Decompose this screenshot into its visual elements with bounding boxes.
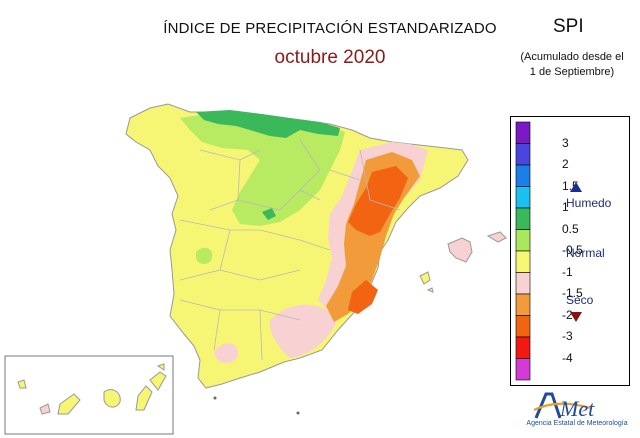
aemet-logo-caption: Agencia Estatal de Meteorología xyxy=(526,420,628,427)
mallorca-island xyxy=(447,237,473,263)
svg-text:Met: Met xyxy=(559,396,595,421)
menorca-island xyxy=(486,231,507,243)
accumulation-line-2: 1 de Septiembre) xyxy=(529,66,615,78)
dry-triangle-icon xyxy=(570,312,582,322)
legend-normal-label: Normal xyxy=(566,246,605,260)
canary-inset-frame xyxy=(4,355,174,435)
canary-island-6 xyxy=(149,371,167,391)
legend-tick-label: 3 xyxy=(562,135,569,150)
pink-zone-south xyxy=(214,343,239,364)
legend-tick-label: 2 xyxy=(562,157,569,171)
canary-island-2 xyxy=(39,403,51,415)
legend-tick-label: -3 xyxy=(562,329,573,343)
legend-tick-label: 1 xyxy=(562,200,569,214)
canary-island-1 xyxy=(17,379,27,389)
legend-tick-label: 0.5 xyxy=(562,221,579,236)
canary-island-5 xyxy=(135,385,153,411)
green-spot-central xyxy=(262,208,276,220)
province-boundaries xyxy=(179,139,401,361)
humid-triangle-icon xyxy=(570,182,582,192)
ibiza-island xyxy=(419,271,431,285)
light-green-zone-north xyxy=(180,112,345,226)
canary-island-3 xyxy=(57,393,81,415)
index-label: SPI xyxy=(553,16,584,37)
aemet-logo: Met xyxy=(533,392,595,421)
legend-tick-label: -2 xyxy=(562,307,573,322)
legend-tick-label: -1 xyxy=(562,264,573,279)
green-zone-north-coast xyxy=(196,110,340,138)
pink-zone-southeast xyxy=(269,304,338,358)
light-green-zone-west xyxy=(196,247,213,264)
legend-tick-label: -0.5 xyxy=(562,243,583,257)
melilla-mark xyxy=(296,411,300,415)
accumulation-note: (Acumulado desde el 1 de Septiembre) xyxy=(508,50,636,80)
red-orange-zone-murcia xyxy=(348,280,378,314)
legend-dry-label: Seco xyxy=(566,293,594,307)
legend-tick-label: -4 xyxy=(562,350,573,365)
formentera-island xyxy=(426,287,434,293)
canary-islands xyxy=(17,363,167,415)
legend-humid-label: Humedo xyxy=(566,196,612,210)
ceuta-mark xyxy=(213,396,217,400)
map-title: ÍNDICE DE PRECIPITACIÓN ESTANDARIZADO xyxy=(163,20,497,37)
red-orange-zone-valencia xyxy=(348,166,408,236)
canary-island-4 xyxy=(103,389,121,408)
accumulation-line-1: (Acumulado desde el xyxy=(520,51,624,63)
map-subtitle: octubre 2020 xyxy=(274,47,386,68)
canary-island-7 xyxy=(156,363,165,371)
legend-swatch-11 xyxy=(515,358,531,381)
legend-tick-label: -1.5 xyxy=(562,286,583,300)
